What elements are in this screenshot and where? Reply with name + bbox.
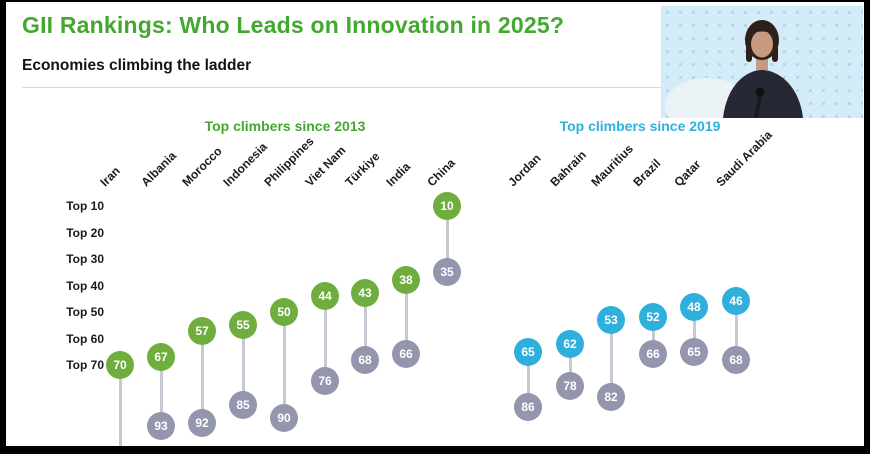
lollipop-stem: [569, 343, 572, 387]
current-rank-dot: 44: [311, 282, 339, 311]
previous-rank-dot: 35: [433, 258, 461, 287]
current-rank-dot: 48: [680, 292, 708, 321]
current-rank-dot: 46: [722, 287, 750, 316]
current-rank-dot: 38: [392, 266, 420, 295]
current-rank-dot: 57: [188, 316, 216, 345]
current-rank-dot: 10: [433, 192, 461, 220]
lollipop-stem: [242, 325, 245, 405]
current-rank-dot: 67: [147, 343, 175, 372]
previous-rank-dot: 68: [722, 345, 750, 374]
previous-rank-dot: 66: [639, 340, 667, 369]
slide-subtitle: Economies climbing the ladder: [22, 57, 252, 74]
lollipop-stem: [160, 357, 163, 426]
microphone-icon: [755, 87, 765, 97]
lollipop-stem: [446, 206, 449, 273]
previous-rank-dot: 68: [351, 345, 379, 374]
previous-rank-dot: 78: [556, 372, 584, 401]
previous-rank-dot: 90: [270, 404, 298, 432]
lollipop-stem: [119, 365, 122, 446]
group-label-2019: Top climbers since 2019: [559, 118, 721, 134]
lollipop-stem: [610, 319, 613, 397]
current-rank-dot: 53: [597, 305, 625, 334]
previous-rank-dot: 82: [597, 382, 625, 411]
current-rank-dot: 70: [106, 351, 134, 379]
lollipop-stem: [693, 306, 696, 352]
y-axis-label: Top 10: [66, 199, 104, 213]
previous-rank-dot: 76: [311, 366, 339, 395]
previous-rank-dot: 85: [229, 390, 257, 419]
divider-line: [22, 87, 844, 88]
lollipop-stem: [283, 312, 286, 418]
current-rank-dot: 65: [514, 337, 542, 366]
current-rank-dot: 50: [270, 298, 298, 326]
lollipop-stem: [201, 330, 204, 424]
current-rank-dot: 55: [229, 311, 257, 340]
slide-title: GII Rankings: Who Leads on Innovation in…: [22, 12, 565, 38]
current-rank-dot: 62: [556, 329, 584, 358]
previous-rank-dot: 93: [147, 411, 175, 440]
lollipop-stem: [364, 293, 367, 360]
y-axis-label: Top 50: [66, 305, 104, 319]
y-axis-label: Top 70: [66, 358, 104, 372]
speaker-silhouette: [665, 20, 803, 118]
y-axis-label: Top 40: [66, 278, 104, 293]
group-label-2013: Top climbers since 2013: [204, 118, 366, 134]
current-rank-dot: 43: [351, 279, 379, 308]
y-axis-label: Top 30: [66, 252, 104, 266]
lollipop-stem: [324, 296, 327, 381]
lollipop-stem: [652, 317, 655, 355]
lollipop-stem: [527, 351, 530, 408]
y-axis-label: Top 20: [66, 225, 104, 240]
previous-rank-dot: 65: [680, 337, 708, 366]
previous-rank-dot: 86: [514, 393, 542, 422]
previous-rank-dot: 92: [188, 409, 216, 438]
previous-rank-dot: 66: [392, 340, 420, 369]
lollipop-stem: [735, 301, 738, 360]
current-rank-dot: 52: [639, 303, 667, 332]
lollipop-stem: [405, 280, 408, 355]
y-axis-label: Top 60: [66, 331, 104, 346]
speaker-webcam: [661, 6, 863, 118]
